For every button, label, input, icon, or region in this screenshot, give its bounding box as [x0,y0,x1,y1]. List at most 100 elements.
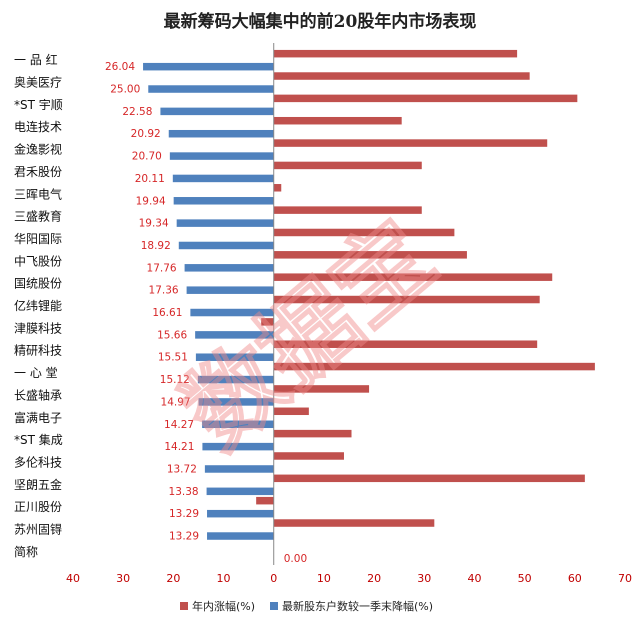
bar-holder-decrease [172,174,274,183]
category-label: 多伦科技 [14,454,62,469]
bar-ytd-change [273,116,402,125]
category-label: 苏州固锝 [14,523,62,537]
bar-ytd-change [273,362,595,371]
bar-holder-decrease [169,152,274,160]
x-tick-label: 40 [66,572,80,585]
category-label: *ST 集成 [14,432,63,447]
data-label: 20.70 [132,151,162,163]
x-tick-label: 10 [217,572,231,585]
bar-ytd-change [273,474,585,483]
bar-ytd-change [273,273,553,281]
category-label: 正川股份 [14,500,62,514]
category-label: 奥美医疗 [14,76,62,90]
data-label: 13.38 [169,486,199,498]
category-label: 电连技术 [14,119,62,134]
bar-holder-decrease [204,465,274,473]
bar-ytd-change [273,94,578,103]
bar-holder-decrease [186,286,274,294]
bar-ytd-change [273,429,352,438]
bar-ytd-change [261,318,274,326]
data-label: 13.29 [169,531,199,543]
category-label: 一 心 堂 [14,366,58,380]
x-tick-label: 20 [166,572,180,585]
data-label: 13.29 [169,508,199,520]
category-label: 三晖电气 [14,186,62,201]
bar-ytd-change [273,161,422,170]
category-label: 亿纬锂能 [14,298,62,313]
data-label: 14.27 [164,419,194,431]
category-label: 精研科技 [14,344,62,358]
bar-holder-decrease [202,442,274,451]
category-label: 简称 [14,545,38,559]
bar-ytd-change [273,385,370,393]
x-tick-label: 0 [270,572,277,585]
bar-ytd-change [273,184,282,192]
data-label: 16.61 [152,307,182,319]
category-label: 金逸影视 [14,142,62,157]
category-label: 国统股份 [14,277,62,291]
category-label: 华阳国际 [14,232,62,246]
legend-label: 年内涨幅(%) [192,599,255,613]
data-label: 14.97 [161,396,191,408]
category-label: 君禾股份 [14,165,62,179]
data-label: 20.11 [135,173,165,185]
bar-holder-decrease [160,107,274,116]
legend-label: 最新股东户数较一季末降幅(%) [282,599,433,613]
bar-holder-decrease [168,129,274,138]
data-label: 15.66 [157,329,187,341]
x-tick-label: 20 [367,572,381,585]
plot-area: 一 品 红 26.04 奥美医疗 25.00 *ST 宇顺 22.58 电连技术 20.92 金… [14,43,632,585]
category-label: 三盛教育 [14,209,62,224]
x-tick-label: 10 [317,572,331,585]
bar-holder-decrease [195,353,274,361]
bar-ytd-change [273,228,455,237]
bar-ytd-change [273,519,435,527]
category-label: *ST 宇顺 [14,98,63,112]
x-tick-label: 40 [467,572,481,585]
category-label: 长盛轴承 [14,387,62,402]
bar-holder-decrease [202,420,274,429]
bar-ytd-change [273,340,538,348]
bar-ytd-change [273,452,344,460]
bar-holder-decrease [198,398,274,406]
x-tick-label: 30 [116,572,130,585]
x-tick-label: 70 [618,572,632,585]
data-label: 17.36 [149,285,179,297]
bar-holder-decrease [148,85,274,93]
chart-title: 最新筹码大幅集中的前20股年内市场表现 [164,11,477,32]
bar-holder-decrease [173,197,274,205]
data-label: 22.58 [122,106,152,118]
data-label: 25.00 [110,84,140,96]
bar-ytd-change [256,496,274,505]
category-label: 津膜科技 [14,321,62,335]
x-tick-label: 30 [417,572,431,585]
category-label: 富满电子 [14,410,62,425]
data-label: 19.34 [139,218,169,230]
data-label: 13.72 [167,463,197,475]
data-label: 14.21 [164,441,194,453]
bar-holder-decrease [184,264,274,272]
legend: 年内涨幅(%) 最新股东户数较一季末降幅(%) [180,599,433,613]
data-label: 15.12 [160,374,190,386]
bar-holder-decrease [207,532,274,540]
bar-holder-decrease [197,375,274,384]
category-label: 一 品 红 [14,52,58,67]
bar-ytd-change [273,407,309,416]
data-label: 19.94 [136,195,166,207]
category-label: 坚朗五金 [14,477,62,492]
bar-holder-decrease [143,62,274,71]
data-label: 17.76 [147,262,177,274]
bar-holder-decrease [178,241,274,250]
data-label: 0.00 [284,553,307,565]
bar-holder-decrease [207,509,274,518]
bar-holder-decrease [195,331,274,339]
data-label: 15.51 [158,352,188,364]
data-label: 18.92 [141,240,171,252]
bar-ytd-change [273,251,467,259]
x-tick-label: 60 [568,572,582,585]
bar-ytd-change [273,49,518,58]
bar-holder-decrease [206,487,274,496]
x-tick-label: 50 [518,572,532,585]
bar-ytd-change [273,139,548,147]
